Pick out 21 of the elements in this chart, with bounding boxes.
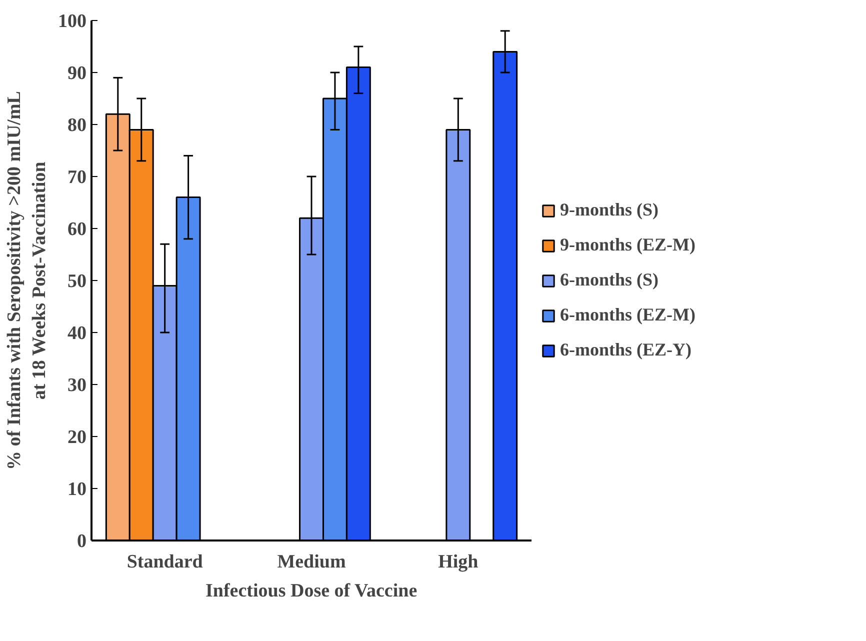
y-tick-label: 20 — [68, 427, 86, 448]
y-tick-label: 100 — [58, 11, 86, 32]
legend-label: 9-months (EZ-M) — [560, 234, 696, 256]
y-tick-label: 40 — [68, 323, 86, 344]
legend-label: 6-months (EZ-Y) — [560, 340, 692, 360]
x-tick-label: Medium — [277, 552, 346, 572]
y-tick-label: 60 — [68, 219, 86, 240]
legend-label: 9-months (S) — [560, 200, 659, 220]
y-tick-label: 70 — [68, 167, 86, 188]
x-tick-label: High — [438, 552, 479, 572]
legend-label: 6-months (EZ-M) — [560, 304, 696, 326]
x-axis-title: Infectious Dose of Vaccine — [206, 580, 418, 602]
y-axis-title: % of Infants with Seropositivity >200 mIU/mL at 18 Weeks Post-Vaccination — [4, 91, 50, 470]
y-tick-label: 50 — [68, 271, 86, 292]
y-tick-label: 80 — [68, 115, 86, 136]
y-tick-label: 30 — [68, 375, 86, 396]
y-tick-label: 0 — [77, 531, 86, 552]
x-tick-label: Standard — [126, 552, 204, 572]
y-tick-label: 10 — [68, 479, 86, 500]
legend-label: 6-months (S) — [560, 270, 659, 290]
y-tick-label: 90 — [68, 63, 86, 84]
